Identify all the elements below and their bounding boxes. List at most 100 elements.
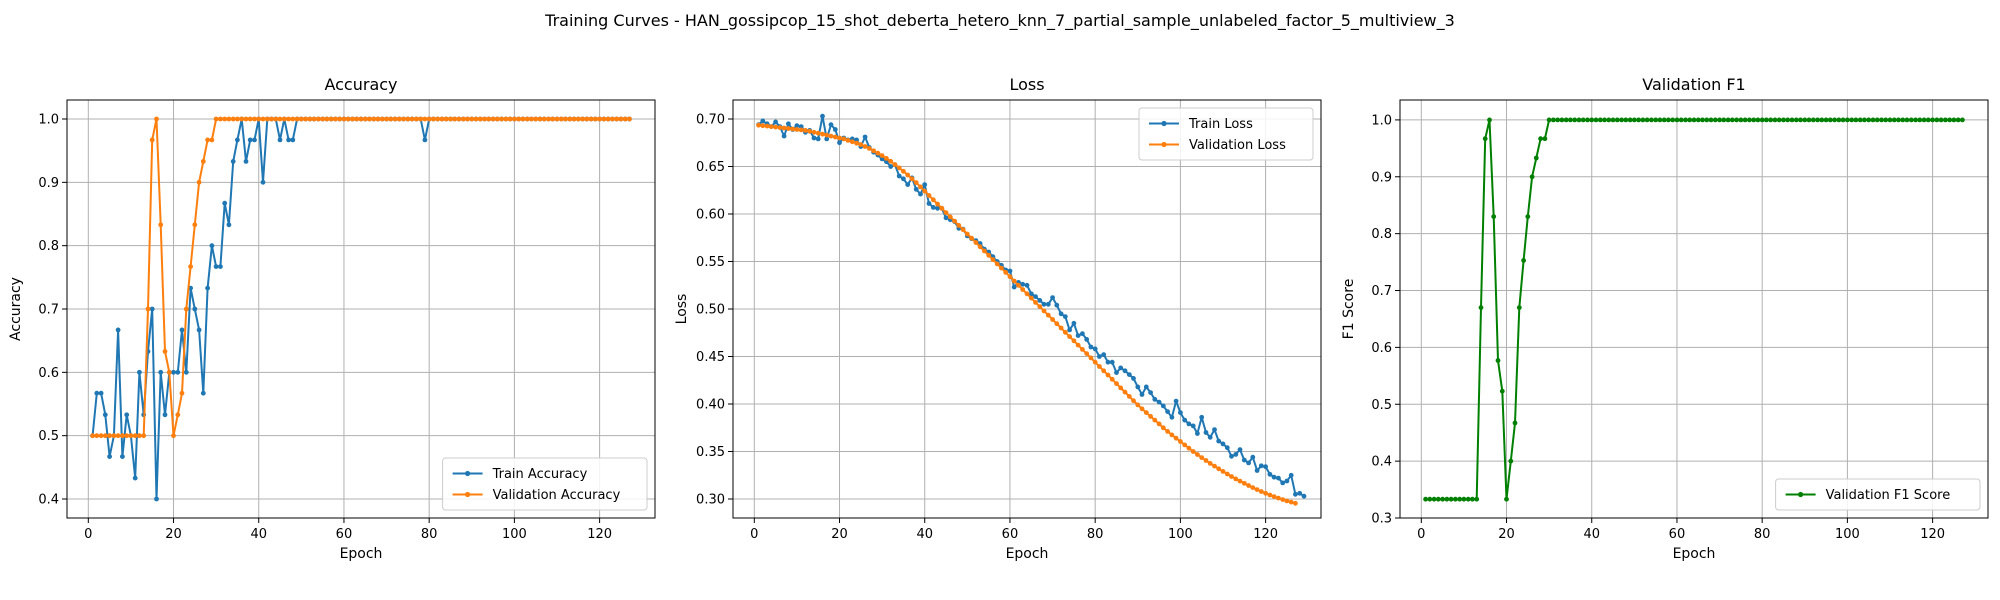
data-point [1020, 287, 1025, 292]
data-point [124, 412, 129, 417]
data-point [103, 412, 108, 417]
data-point [576, 117, 581, 122]
data-point [1756, 118, 1761, 123]
data-point [337, 117, 342, 122]
data-point [316, 117, 321, 122]
y-tick-label: 0.55 [696, 255, 725, 270]
data-point [1819, 118, 1824, 123]
data-point [423, 117, 428, 122]
data-point [461, 117, 466, 122]
data-point [1302, 494, 1307, 499]
data-point [567, 117, 572, 122]
data-point [863, 144, 868, 149]
data-point [1943, 118, 1948, 123]
data-point [1289, 500, 1294, 505]
data-point [901, 169, 906, 174]
data-point [1161, 425, 1166, 430]
data-point [1123, 368, 1128, 373]
data-point [499, 117, 504, 122]
data-point [1628, 118, 1633, 123]
data-point [1675, 118, 1680, 123]
data-point [1896, 118, 1901, 123]
data-point [1242, 458, 1247, 463]
y-tick-label: 0.3 [1371, 512, 1392, 527]
data-point [1208, 435, 1213, 440]
x-tick-label: 80 [421, 527, 438, 542]
data-point [495, 117, 500, 122]
data-point [1059, 311, 1064, 316]
x-tick-label: 60 [1669, 527, 1686, 542]
data-point [995, 262, 1000, 267]
data-point [991, 257, 996, 262]
data-point [94, 433, 99, 438]
data-point [188, 264, 193, 269]
data-point [1106, 360, 1111, 365]
data-point [325, 117, 330, 122]
data-point [1866, 118, 1871, 123]
data-point [103, 433, 108, 438]
data-point [133, 433, 138, 438]
data-point [1033, 300, 1038, 305]
data-point [854, 141, 859, 146]
x-tick-label: 20 [165, 527, 182, 542]
data-point [171, 433, 176, 438]
data-point [1037, 304, 1042, 309]
data-point [1272, 475, 1277, 480]
data-point [905, 182, 910, 187]
data-point [1500, 389, 1505, 394]
data-point [1504, 497, 1509, 502]
data-point [1255, 468, 1260, 473]
data-point [465, 117, 470, 122]
data-point [1233, 452, 1238, 457]
data-point [1097, 364, 1102, 369]
data-point [452, 117, 457, 122]
data-point [1276, 476, 1281, 481]
data-point [265, 117, 270, 122]
y-tick-label: 1.0 [38, 113, 59, 128]
data-point [1611, 118, 1616, 123]
x-axis-label: Epoch [1006, 546, 1049, 562]
data-point [1594, 118, 1599, 123]
data-point [1003, 270, 1008, 275]
data-point [910, 176, 915, 181]
data-point [388, 117, 393, 122]
data-point [1623, 118, 1628, 123]
data-point [363, 117, 368, 122]
data-point [1777, 118, 1782, 123]
data-point [538, 117, 543, 122]
data-point [1123, 390, 1128, 395]
data-point [931, 205, 936, 210]
data-point [175, 370, 180, 375]
chart-title: Validation F1 [1642, 75, 1745, 94]
data-point [1037, 298, 1042, 303]
data-point [137, 370, 142, 375]
data-point [99, 391, 104, 396]
data-point [1238, 479, 1243, 484]
data-point [303, 117, 308, 122]
data-point [1080, 347, 1085, 352]
data-point [1581, 118, 1586, 123]
data-point [1076, 333, 1081, 338]
data-point [1089, 345, 1094, 350]
data-point [1739, 118, 1744, 123]
data-point [1798, 118, 1803, 123]
data-point [1148, 414, 1153, 419]
data-point [1263, 464, 1268, 469]
data-point [1726, 118, 1731, 123]
data-point [350, 117, 355, 122]
data-point [888, 159, 893, 164]
data-point [222, 117, 227, 122]
legend-marker [465, 471, 470, 476]
data-point [1067, 328, 1072, 333]
data-point [227, 117, 232, 122]
data-point [884, 156, 889, 161]
data-point [782, 126, 787, 131]
y-axis-label: F1 Score [1341, 279, 1357, 340]
data-point [158, 222, 163, 227]
data-point [593, 117, 598, 122]
data-point [1008, 274, 1013, 279]
data-point [1238, 447, 1243, 452]
data-point [863, 135, 868, 140]
data-point [380, 117, 385, 122]
data-point [1042, 309, 1047, 314]
